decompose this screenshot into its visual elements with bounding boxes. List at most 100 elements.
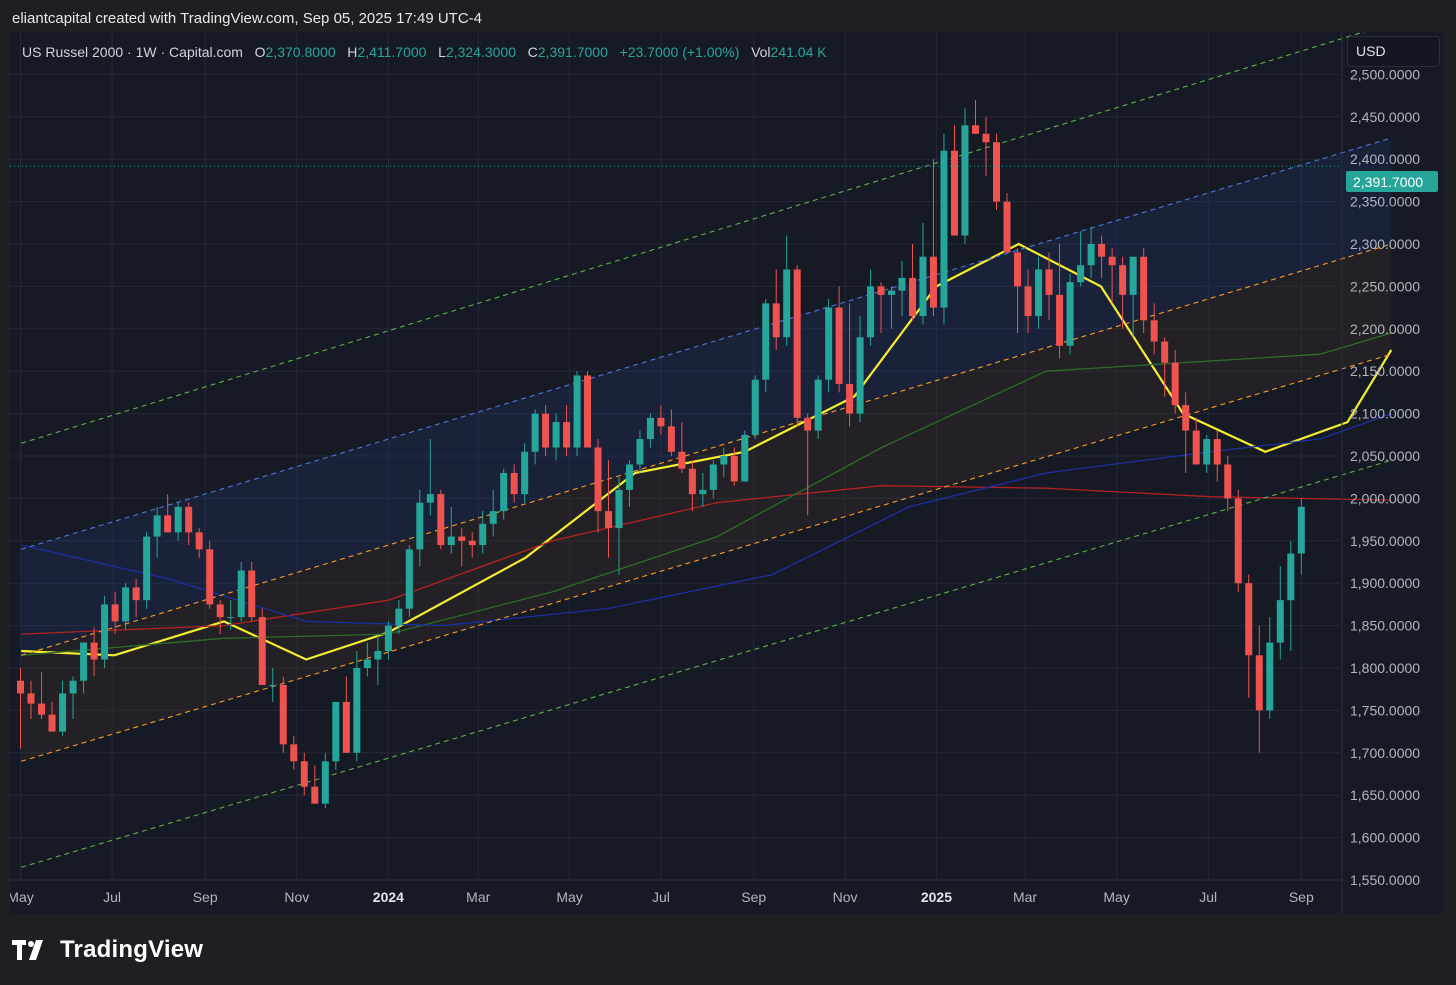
legend-low-value: 2,324.3000	[445, 44, 516, 60]
moving-average-line-4	[21, 412, 1392, 627]
candle-body	[279, 684, 287, 745]
candle-body	[919, 256, 927, 317]
candle	[1056, 244, 1064, 359]
candle	[258, 608, 266, 685]
candle-body	[636, 439, 644, 465]
candle-body	[164, 515, 172, 533]
moving-average-line-2	[21, 485, 1392, 635]
candle	[1266, 617, 1274, 719]
candle	[1224, 456, 1232, 512]
y-tick-label: 1,600.0000	[1350, 830, 1420, 846]
candle-body	[1056, 294, 1064, 346]
candle-body	[206, 549, 214, 605]
candle-body	[59, 693, 67, 732]
candle	[174, 502, 182, 541]
candle	[636, 430, 644, 473]
candle-body	[552, 422, 560, 448]
candle	[667, 409, 675, 456]
tradingview-logo-text: TradingView	[60, 936, 204, 963]
y-tick-label: 2,500.0000	[1350, 66, 1420, 82]
candle-body	[90, 642, 98, 660]
candle-body	[216, 604, 224, 618]
legend-high-label: H	[347, 44, 358, 60]
candle-body	[950, 150, 958, 236]
candle-body	[1192, 430, 1200, 465]
channel-line-outer-upper	[21, 32, 1366, 444]
candle	[1182, 392, 1190, 473]
candle-body	[615, 489, 623, 529]
candle-body	[563, 422, 571, 448]
y-tick-label: 2,250.0000	[1350, 278, 1420, 294]
candle	[227, 600, 235, 630]
candle	[1150, 303, 1158, 355]
candle	[1234, 489, 1242, 592]
candle-body	[363, 659, 371, 668]
y-tick-label: 2,000.0000	[1350, 490, 1420, 506]
legend-change: +23.7000 (+1.00%)	[619, 44, 740, 60]
candle-body	[1024, 286, 1032, 317]
candle	[1255, 625, 1263, 753]
legend-symbol[interactable]: US Russel 2000 · 1W · Capital.com	[22, 44, 243, 60]
x-tick-label: Mar	[1013, 889, 1037, 905]
candle	[353, 651, 361, 762]
candle-body	[447, 536, 455, 546]
candle	[1024, 269, 1032, 334]
candle-body	[185, 506, 193, 533]
candle-body	[971, 125, 979, 134]
candle-body	[856, 337, 864, 414]
currency-selector[interactable]: USD	[1347, 36, 1440, 67]
candle	[804, 413, 812, 516]
candle	[237, 562, 245, 622]
y-tick-label: 1,700.0000	[1350, 745, 1420, 761]
candle	[1045, 252, 1053, 321]
candle	[793, 265, 801, 427]
chart-canvas[interactable]: 2,500.0000 2,450.0000 2,400.0000 2,350.0000…	[10, 32, 1444, 914]
candle-body	[426, 494, 434, 503]
candle	[206, 540, 214, 609]
candle	[143, 532, 151, 609]
candle	[27, 680, 35, 719]
chart-caption: eliantcapital created with TradingView.c…	[12, 10, 482, 27]
candle-body	[1119, 265, 1127, 295]
candle	[59, 680, 67, 736]
candle	[195, 528, 203, 558]
candle	[688, 460, 696, 512]
candle	[321, 752, 329, 808]
candle-body	[195, 532, 203, 550]
candle-body	[17, 680, 25, 694]
candle	[625, 460, 633, 507]
candle-body	[38, 703, 46, 715]
candle-body	[772, 303, 780, 338]
candle-body	[720, 456, 728, 465]
candle	[101, 595, 109, 668]
candle-body	[993, 142, 1001, 202]
candle-body	[982, 133, 990, 143]
x-tick-label: Nov	[833, 889, 858, 905]
legend-high-value: 2,411.7000	[357, 44, 427, 60]
y-tick-label: 1,900.0000	[1350, 575, 1420, 591]
candle	[458, 528, 466, 567]
channel-line-mid-upper	[21, 137, 1392, 550]
candle	[269, 668, 277, 702]
candle-body	[1035, 269, 1043, 317]
chart-area[interactable]: 2,500.0000 2,450.0000 2,400.0000 2,350.0000…	[10, 32, 1444, 914]
tradingview-logo[interactable]: TradingView	[12, 934, 203, 966]
candle	[1066, 273, 1074, 355]
legend-volume-value: 241.04 K	[770, 44, 827, 60]
candle	[919, 222, 927, 325]
y-tick-label: 1,800.0000	[1350, 660, 1420, 676]
legend-volume-label: Vol	[751, 44, 771, 60]
x-tick-label: Nov	[284, 889, 309, 905]
candle	[709, 460, 717, 499]
candle	[185, 502, 193, 546]
candle	[1098, 235, 1106, 278]
candle-body	[825, 307, 833, 380]
candle-body	[468, 540, 476, 546]
candle	[1192, 417, 1200, 465]
candle	[1297, 498, 1305, 575]
candle-body	[657, 417, 665, 427]
legend-close-value: 2,391.7000	[537, 44, 608, 60]
candle-body	[27, 693, 35, 704]
y-tick-label: 1,950.0000	[1350, 533, 1420, 549]
candle	[846, 303, 854, 427]
